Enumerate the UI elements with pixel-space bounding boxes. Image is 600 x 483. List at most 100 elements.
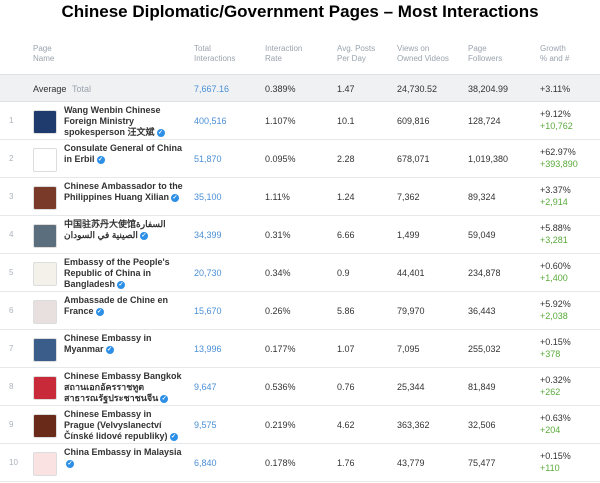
- page-avatar[interactable]: [33, 186, 57, 210]
- interaction-rate: 1.107%: [265, 116, 296, 126]
- interaction-rate: 0.26%: [265, 306, 291, 316]
- growth-percent: +0.63%: [540, 413, 571, 423]
- page-avatar[interactable]: [33, 414, 57, 438]
- average-posts: 1.47: [337, 84, 355, 94]
- video-views: 25,344: [397, 382, 425, 392]
- table-row[interactable]: 1 Wang Wenbin Chinese Foreign Ministry sp…: [0, 102, 600, 140]
- growth-number: +262: [540, 387, 561, 397]
- average-followers: 38,204.99: [468, 84, 509, 94]
- page-name-link[interactable]: Chinese Embassy Bangkok สถานเอกอัครราชทู…: [64, 371, 184, 404]
- row-index: 6: [9, 306, 14, 315]
- header-line: Page: [468, 44, 487, 53]
- header-line: Per Day: [337, 54, 366, 63]
- page-avatar[interactable]: [33, 338, 57, 362]
- avg-posts: 0.9: [337, 268, 350, 278]
- verified-check-icon: ✓: [156, 128, 165, 137]
- growth-number: +110: [540, 463, 560, 473]
- page-followers: 255,032: [468, 344, 501, 354]
- page-avatar[interactable]: [33, 452, 57, 476]
- header-line: Page: [33, 44, 52, 53]
- page-avatar[interactable]: [33, 148, 57, 172]
- header-total-interactions[interactable]: Total Interactions: [194, 44, 235, 64]
- report-title: Chinese Diplomatic/Government Pages – Mo…: [61, 2, 539, 21]
- page-followers: 59,049: [468, 230, 496, 240]
- video-views: 44,401: [397, 268, 425, 278]
- avg-posts: 4.62: [337, 420, 355, 430]
- page-name: Embassy of the People's Republic of Chin…: [64, 257, 170, 289]
- growth-percent: +9.12%: [540, 109, 571, 119]
- table-row[interactable]: 8 Chinese Embassy Bangkok สถานเอกอัครราชท…: [0, 368, 600, 406]
- video-views: 7,095: [397, 344, 420, 354]
- growth-number: +1,400: [540, 273, 568, 283]
- page-avatar[interactable]: [33, 300, 57, 324]
- table-row[interactable]: 10 China Embassy in Malaysia ✓ 6,840 0.178% 1…: [0, 444, 600, 482]
- total-interactions[interactable]: 34,399: [194, 230, 222, 240]
- table-row[interactable]: 5 Embassy of the People's Republic of Chi…: [0, 254, 600, 292]
- table-row[interactable]: 6 Ambassade de Chine en France ✓ 15,670 0.26…: [0, 292, 600, 330]
- verified-check-icon: ✓: [169, 432, 178, 441]
- verified-check-icon: ✓: [117, 280, 126, 289]
- page-name-link[interactable]: Chinese Embassy in Prague (Velvyslanectv…: [64, 409, 184, 442]
- total-interactions[interactable]: 20,730: [194, 268, 222, 278]
- interaction-rate: 0.31%: [265, 230, 291, 240]
- header-page-name[interactable]: Page Name: [33, 44, 54, 64]
- average-rate: 0.389%: [265, 84, 296, 94]
- interaction-rate: 0.536%: [265, 382, 296, 392]
- header-line: Interaction: [265, 44, 303, 53]
- growth-percent: +0.60%: [540, 261, 571, 271]
- total-interactions[interactable]: 13,996: [194, 344, 222, 354]
- page-followers: 128,724: [468, 116, 501, 126]
- growth-percent: +0.15%: [540, 451, 571, 461]
- page-name-link[interactable]: Wang Wenbin Chinese Foreign Ministry spo…: [64, 105, 184, 138]
- header-interaction-rate[interactable]: Interaction Rate: [265, 44, 302, 64]
- total-interactions[interactable]: 9,647: [194, 382, 217, 392]
- page-followers: 89,324: [468, 192, 496, 202]
- video-views: 678,071: [397, 154, 430, 164]
- average-interactions: 7,667.16: [194, 84, 230, 94]
- table-row[interactable]: 4 中国驻苏丹大使馆السفارة الصينية في السودان ✓ 34,3…: [0, 216, 600, 254]
- page-name-link[interactable]: Chinese Embassy in Myanmar ✓: [64, 333, 184, 355]
- page-name-link[interactable]: 中国驻苏丹大使馆السفارة الصينية في السودان ✓: [64, 219, 184, 241]
- row-index: 2: [9, 154, 14, 163]
- interaction-rate: 0.219%: [265, 420, 296, 430]
- page-name-link[interactable]: Embassy of the People's Republic of Chin…: [64, 257, 184, 290]
- table-row[interactable]: 2 Consulate General of China in Erbil ✓ 51,…: [0, 140, 600, 178]
- total-interactions[interactable]: 15,670: [194, 306, 222, 316]
- page-avatar[interactable]: [33, 376, 57, 400]
- total-interactions[interactable]: 9,575: [194, 420, 217, 430]
- average-growth: +3.11%: [540, 84, 571, 94]
- table-row[interactable]: 9 Chinese Embassy in Prague (Velvyslanect…: [0, 406, 600, 444]
- interaction-rate: 0.095%: [265, 154, 296, 164]
- page-name-link[interactable]: China Embassy in Malaysia ✓: [64, 447, 184, 469]
- header-line: Followers: [468, 54, 503, 63]
- page-avatar[interactable]: [33, 262, 57, 286]
- header-views[interactable]: Views on Owned Videos: [397, 44, 449, 64]
- page-name-link[interactable]: Consulate General of China in Erbil ✓: [64, 143, 184, 165]
- page-avatar[interactable]: [33, 110, 57, 134]
- interaction-rate: 0.178%: [265, 458, 296, 468]
- page-name: 中国驻苏丹大使馆السفارة الصينية في السودان: [64, 219, 166, 240]
- page-followers: 81,849: [468, 382, 496, 392]
- avg-posts: 0.76: [337, 382, 355, 392]
- page-followers: 36,443: [468, 306, 496, 316]
- header-avg-posts[interactable]: Avg. Posts Per Day: [337, 44, 375, 64]
- page-avatar[interactable]: [33, 224, 57, 248]
- page-name-link[interactable]: Chinese Ambassador to the Philippines Hu…: [64, 181, 184, 203]
- total-interactions[interactable]: 6,840: [194, 458, 217, 468]
- row-index: 8: [9, 382, 14, 391]
- page-name-link[interactable]: Ambassade de Chine en France ✓: [64, 295, 184, 317]
- average-row: Average Total 7,667.16 0.389% 1.47 24,73…: [0, 74, 600, 102]
- header-followers[interactable]: Page Followers: [468, 44, 502, 64]
- table-row[interactable]: 7 Chinese Embassy in Myanmar ✓ 13,996 0.177%…: [0, 330, 600, 368]
- table-row[interactable]: 3 Chinese Ambassador to the Philippines H…: [0, 178, 600, 216]
- header-growth[interactable]: Growth % and #: [540, 44, 569, 64]
- video-views: 7,362: [397, 192, 420, 202]
- page-name: Consulate General of China in Erbil: [64, 143, 183, 164]
- total-interactions[interactable]: 400,516: [194, 116, 227, 126]
- video-views: 43,779: [397, 458, 425, 468]
- total-interactions[interactable]: 51,870: [194, 154, 222, 164]
- header-line: Views on: [397, 44, 430, 53]
- avg-posts: 1.76: [337, 458, 355, 468]
- total-interactions[interactable]: 35,100: [194, 192, 222, 202]
- page-name: Chinese Embassy in Prague (Velvyslanectv…: [64, 409, 168, 441]
